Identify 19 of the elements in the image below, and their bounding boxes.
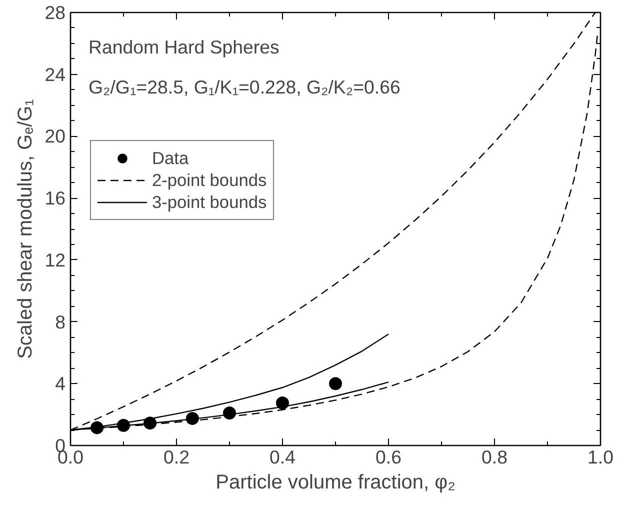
- legend-label: Data: [152, 147, 189, 169]
- x-tick-label: 0.4: [270, 446, 296, 468]
- y-tick-label: 12: [44, 249, 66, 270]
- annotation: G₂/G₁=28.5, G₁/K₁=0.228, G₂/K₂=0.66: [88, 76, 400, 98]
- legend-label: 2-point bounds: [152, 169, 267, 191]
- x-tick-label: 0.6: [376, 446, 402, 468]
- y-tick-label: 24: [44, 64, 66, 85]
- legend-label: 3-point bounds: [152, 191, 267, 213]
- x-tick-label: 0.8: [482, 446, 508, 468]
- x-axis-title: Particle volume fraction, φ₂: [216, 472, 456, 494]
- y-tick-label: 16: [44, 188, 66, 209]
- y-tick-label: 28: [44, 2, 66, 23]
- annotation: Random Hard Spheres: [88, 36, 280, 58]
- y-tick-label: 20: [44, 126, 66, 147]
- x-tick-label: 0.2: [164, 446, 190, 468]
- y-tick-label: 4: [55, 373, 66, 394]
- y-tick-label: 8: [55, 311, 66, 332]
- y-axis-title: Scaled shear modulus, Gₑ/G₁: [14, 98, 37, 359]
- x-tick-label: 1.0: [588, 446, 614, 468]
